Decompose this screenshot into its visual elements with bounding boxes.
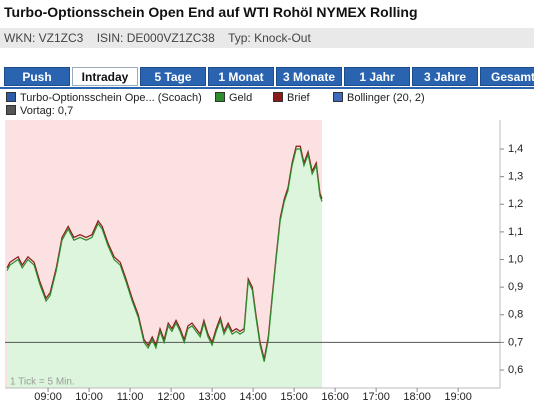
y-tick-label: 0,9	[508, 281, 523, 293]
x-tick-label: 15:00	[280, 391, 308, 403]
y-tick-label: 0,7	[508, 336, 523, 348]
tab[interactable]: 1 Monat	[208, 67, 274, 86]
y-tick-label: 1,4	[508, 143, 523, 155]
x-tick-label: 17:00	[362, 391, 390, 403]
legend-swatch	[273, 92, 283, 102]
page-title: Turbo-Optionsschein Open End auf WTI Roh…	[4, 4, 418, 20]
legend-label: Turbo-Optionsschein Ope... (Scoach)	[20, 92, 202, 104]
legend-swatch	[215, 92, 225, 102]
x-tick-label: 12:00	[157, 391, 185, 403]
legend-label: Bollinger (20, 2)	[347, 92, 425, 104]
tab[interactable]: 3 Jahre	[412, 67, 478, 86]
x-tick-label: 11:00	[117, 391, 144, 403]
x-tick-label: 16:00	[321, 391, 349, 403]
legend-label: Geld	[229, 92, 253, 104]
legend-label: Brief	[287, 92, 310, 104]
legend-swatch	[6, 105, 16, 115]
wkn: WKN: VZ1ZC3	[4, 31, 84, 45]
y-tick-label: 1,1	[508, 226, 523, 238]
note: 1 Tick = 5 Min.	[10, 377, 75, 388]
legend-swatch	[333, 92, 343, 102]
y-tick-label: 0,6	[508, 364, 523, 376]
info-bar: WKN: VZ1ZC3 ISIN: DE000VZ1ZC38 Typ: Knoc…	[0, 28, 534, 48]
isin: ISIN: DE000VZ1ZC38	[96, 31, 215, 45]
legend-item: Turbo-Optionsschein Ope... (Scoach)	[6, 92, 202, 104]
x-tick-label: 14:00	[239, 391, 267, 403]
x-tick-label: 13:00	[198, 391, 226, 403]
legend-item: Vortag: 0,7	[6, 105, 73, 117]
x-tick-label: 18:00	[403, 391, 431, 403]
area	[7, 149, 323, 388]
series-line	[6, 148, 323, 362]
y-tick-label: 0,8	[508, 309, 523, 321]
tab[interactable]: 1 Jahr	[344, 67, 410, 86]
x-tick-label: 19:00	[444, 391, 472, 403]
tab[interactable]: Push	[4, 67, 70, 86]
tab[interactable]: 3 Monate	[276, 67, 342, 86]
legend-item: Brief	[273, 92, 310, 104]
legend-item: Bollinger (20, 2)	[333, 92, 425, 104]
tab[interactable]: Gesamt	[480, 67, 534, 86]
tab[interactable]: Intraday	[72, 67, 138, 86]
y-tick-label: 1,0	[508, 253, 523, 265]
y-tick-label: 1,3	[508, 171, 523, 183]
y-tick-label: 1,2	[508, 198, 523, 210]
legend-swatch	[6, 92, 16, 102]
x-tick-label: 10:00	[75, 391, 103, 403]
x-tick-label: 09:00	[34, 391, 62, 403]
typ: Typ: Knock-Out	[228, 31, 311, 45]
tab-bar: Push Intraday 5 Tage 1 Monat 3 Monate 1 Jahr 3…	[0, 67, 534, 89]
legend-label: Vortag: 0,7	[20, 105, 74, 117]
chart: 0,6 0,7 0,8 0,9 1,0 1,1 1,2 1,3 1,4 09:00 10:00 11:…	[5, 120, 523, 403]
tab[interactable]: 5 Tage	[140, 67, 206, 86]
legend-item: Geld	[215, 92, 252, 104]
